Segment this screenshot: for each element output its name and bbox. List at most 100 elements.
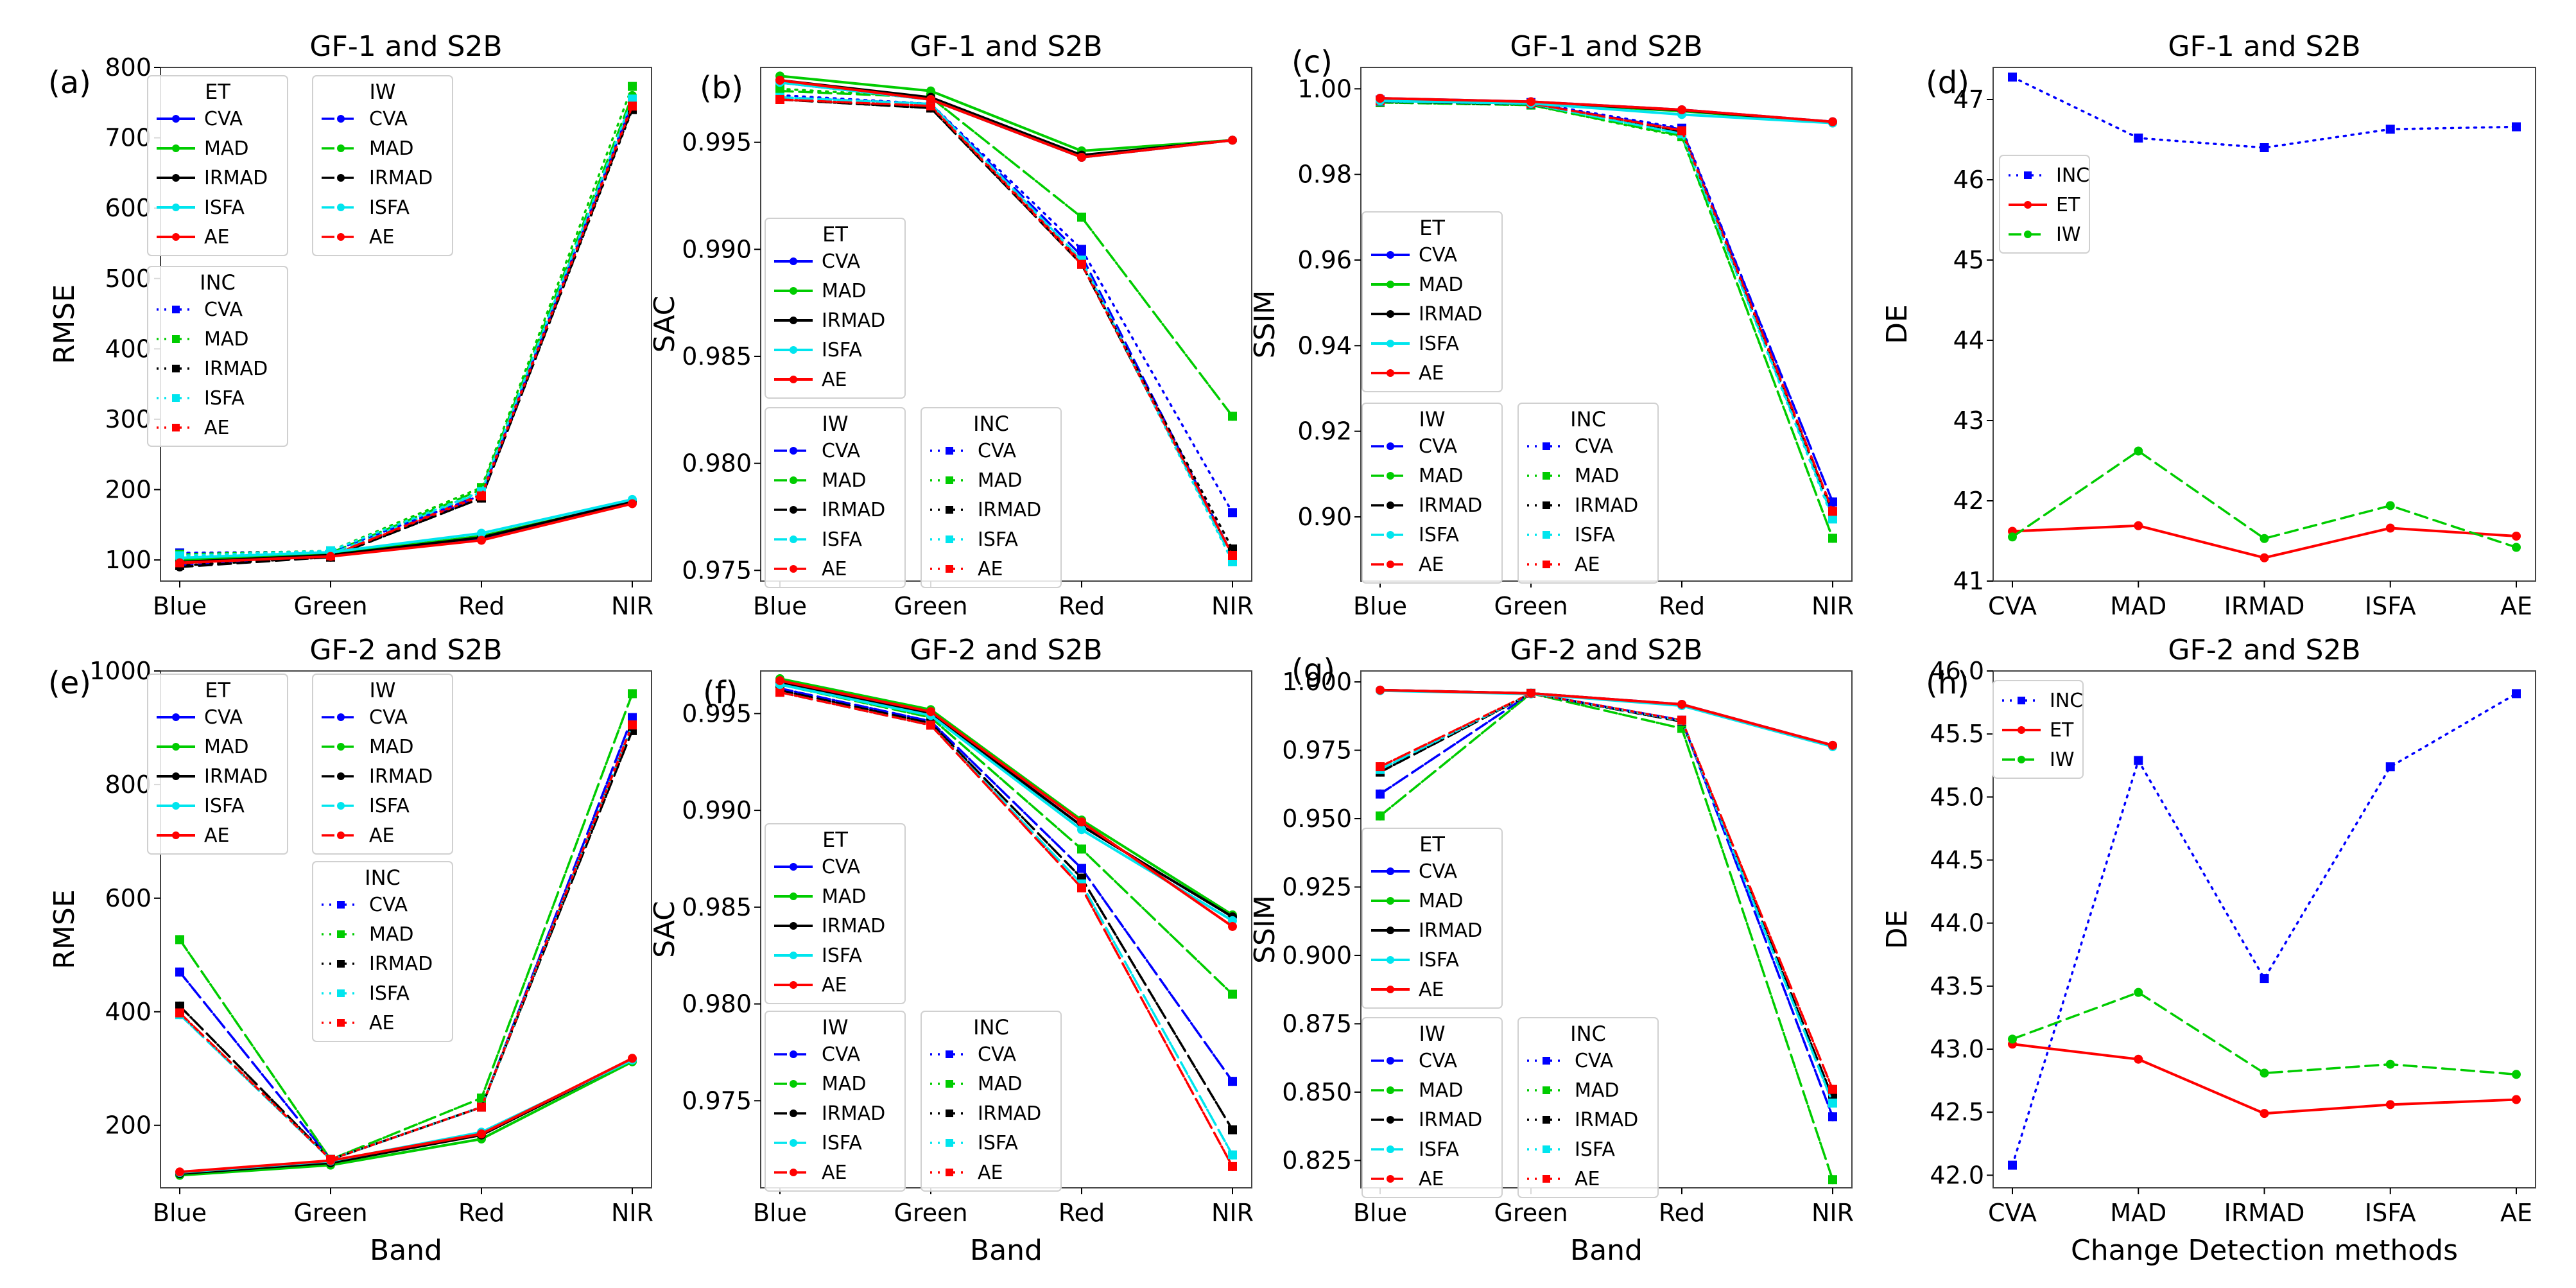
y-axis-label: SSIM [1249, 290, 1281, 359]
legend-marker [1387, 281, 1394, 288]
legend-label: IRMAD [369, 167, 433, 189]
legend: IW CVA MAD IRMAD ISFA AE [1361, 1017, 1503, 1198]
data-point [175, 935, 184, 944]
data-point [1828, 497, 1837, 507]
legend-box [312, 674, 453, 855]
data-point [2512, 122, 2521, 132]
legend-title: INC [973, 412, 1009, 436]
legend-label: AE [1419, 553, 1444, 576]
series-line [779, 79, 1234, 159]
legend-marker [1387, 369, 1394, 377]
legend-label: MAD [822, 1073, 867, 1095]
panel-label: (b) [700, 70, 743, 106]
legend-label: CVA [1419, 1050, 1458, 1072]
series-line [2011, 449, 2518, 549]
legend-label: ISFA [822, 1132, 862, 1154]
x-tick-label: NIR [1811, 1199, 1854, 1227]
legend-marker [946, 1080, 953, 1088]
legend-label: ISFA [1419, 524, 1459, 546]
legend-marker [2024, 201, 2032, 209]
legend-marker [172, 233, 180, 241]
legend-box [765, 218, 906, 399]
legend-marker [337, 802, 345, 810]
series-line [178, 1058, 634, 1174]
series-line [178, 716, 634, 1161]
legend-title: ET [822, 222, 848, 247]
data-point [1526, 97, 1535, 107]
y-tick-label: 400 [105, 998, 151, 1026]
legend-label: CVA [369, 108, 408, 130]
legend-marker [337, 1019, 345, 1027]
legend-marker [337, 713, 345, 721]
legend: IW CVA MAD IRMAD ISFA AE [1361, 403, 1503, 584]
data-point [1828, 740, 1837, 750]
series-et-ae [175, 1054, 637, 1177]
data-point [628, 689, 637, 699]
legend-label: AE [822, 974, 847, 996]
y-tick-label: 0.850 [1282, 1078, 1352, 1106]
y-tick-label: 200 [105, 476, 151, 504]
series-et-ae [1376, 685, 1837, 750]
data-point [2260, 1068, 2269, 1078]
chart-panel-2: GF-1 and S2B (b) 0.975 0.980 0.985 0.990 0.995… [648, 30, 1254, 620]
y-tick-label: 0.975 [682, 556, 752, 584]
legend-title: INC [365, 866, 401, 890]
data-point [2134, 756, 2143, 765]
y-tick-label: 44.5 [1930, 846, 1984, 875]
series-iw-iw [2008, 988, 2521, 1079]
legend-marker [1387, 1057, 1394, 1065]
legend-marker [790, 287, 797, 295]
data-point [1828, 1112, 1837, 1122]
series-line [178, 85, 634, 556]
x-axis-label: Band [370, 1234, 442, 1267]
chart-title: GF-2 and S2B [1510, 634, 1702, 666]
legend-marker [946, 1110, 953, 1117]
series-line [1379, 688, 1834, 747]
series-line [178, 105, 634, 564]
data-point [1228, 412, 1237, 421]
legend-marker [1387, 897, 1394, 905]
legend-marker [172, 115, 180, 123]
chart-title: GF-1 and S2B [910, 30, 1102, 63]
legend-title: ET [1419, 216, 1445, 240]
series-line [779, 689, 1234, 1131]
y-tick-label: 0.825 [1282, 1146, 1352, 1174]
x-tick-label: MAD [2110, 592, 2166, 620]
y-tick-label: 46 [1953, 166, 1984, 194]
legend-box [1361, 211, 1503, 392]
legend-title: IW [1419, 1022, 1445, 1046]
series-et-cva [1376, 685, 1837, 750]
legend-label: IW [2050, 749, 2075, 771]
legend-label: IRMAD [822, 309, 885, 332]
legend-marker [172, 306, 180, 313]
chart-title: GF-2 and S2B [910, 634, 1102, 666]
legend: ET CVA MAD IRMAD ISFA AE [1361, 211, 1503, 392]
data-point [2260, 553, 2269, 562]
legend-label: AE [369, 824, 394, 847]
legend-marker [172, 144, 180, 152]
data-point [775, 84, 784, 94]
x-tick-label: NIR [1811, 592, 1854, 620]
series-inc-inc [2008, 73, 2521, 152]
legend-marker [790, 1110, 797, 1117]
series-et-et [2008, 521, 2521, 562]
legend-label: MAD [204, 736, 249, 758]
data-point [2512, 543, 2521, 552]
x-tick-label: AE [2500, 1199, 2532, 1227]
y-tick-label: 800 [105, 53, 151, 82]
legend-marker [790, 447, 797, 455]
data-point [1077, 864, 1086, 873]
legend-marker [790, 346, 797, 354]
data-point [2260, 1109, 2269, 1118]
x-tick-label: Blue [1353, 1199, 1407, 1227]
legend: INC ET IW [1999, 155, 2090, 254]
legend-label: ISFA [822, 944, 862, 967]
y-tick-label: 1.00 [1297, 74, 1352, 103]
data-point [1677, 126, 1686, 135]
legend-marker [2024, 171, 2032, 179]
legend-label: AE [204, 417, 229, 439]
legend-marker [790, 1139, 797, 1147]
legend-label: IRMAD [1575, 494, 1638, 517]
legend-label: MAD [822, 469, 867, 492]
y-tick-label: 45 [1953, 246, 1984, 274]
